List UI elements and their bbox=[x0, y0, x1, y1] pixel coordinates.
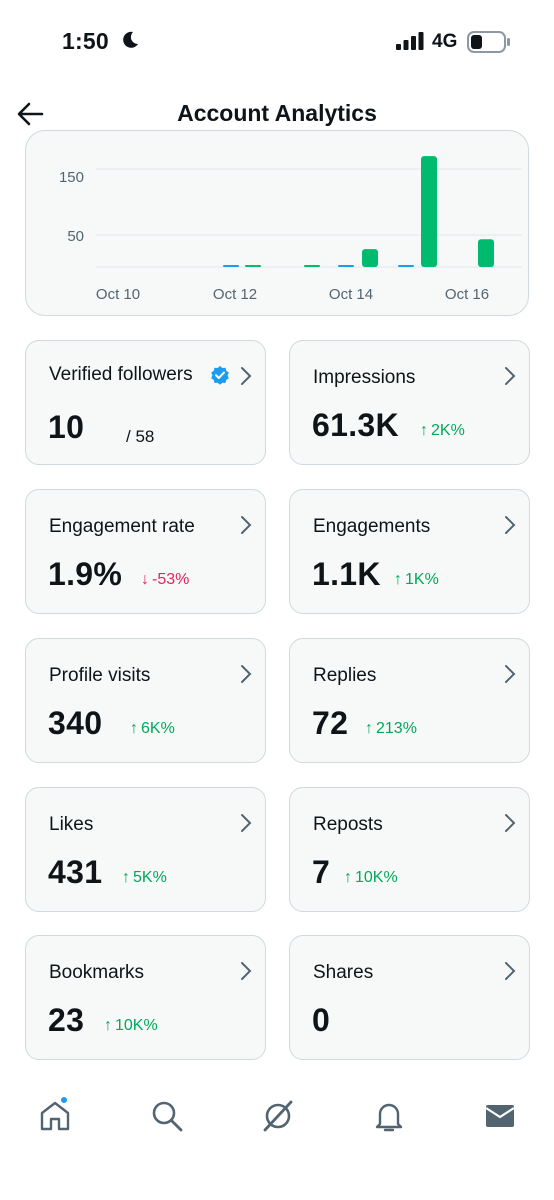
engagements-value: 1.1K bbox=[312, 556, 381, 592]
profile-visits-change: ↑ 6K% bbox=[130, 720, 175, 738]
engagement-rate-value: 1.9% bbox=[48, 556, 123, 592]
chart-bar bbox=[304, 265, 320, 267]
verified-followers-total: / 58 bbox=[126, 427, 155, 446]
impressions-label: Impressions bbox=[313, 367, 416, 388]
impressions-value: 61.3K bbox=[312, 407, 399, 443]
chart-bar bbox=[245, 265, 261, 267]
arrow-up-icon: ↑ bbox=[420, 422, 428, 439]
chevron-right-icon bbox=[505, 962, 516, 980]
chevron-right-icon bbox=[241, 665, 252, 683]
x-tick-oct-14: Oct 14 bbox=[329, 286, 373, 303]
y-tick-50: 50 bbox=[67, 228, 84, 245]
shares-label: Shares bbox=[313, 962, 374, 983]
battery-icon bbox=[467, 31, 510, 53]
chart-bar bbox=[478, 239, 494, 267]
bar-chart: 150 50 Oct 10 Oct 12 Oct 14 Oct 16 bbox=[59, 156, 522, 303]
home-notification-dot bbox=[59, 1095, 69, 1105]
profile-visits-card[interactable]: Profile visits 340 ↑ 6K% bbox=[25, 638, 266, 763]
notifications-icon[interactable] bbox=[372, 1099, 406, 1133]
bottom-nav bbox=[0, 1085, 554, 1155]
chevron-right-icon bbox=[241, 814, 252, 832]
bookmarks-card[interactable]: Bookmarks 23 ↑ 10K% bbox=[25, 935, 266, 1060]
arrow-up-icon: ↑ bbox=[394, 571, 402, 588]
chevron-right-icon bbox=[241, 962, 252, 980]
x-tick-oct-12: Oct 12 bbox=[213, 286, 257, 303]
moon-icon bbox=[123, 31, 138, 48]
home-icon[interactable] bbox=[38, 1099, 72, 1133]
chart-bar bbox=[421, 156, 437, 267]
reposts-label: Reposts bbox=[313, 814, 383, 835]
replies-change: ↑ 213% bbox=[365, 720, 417, 738]
reposts-value: 7 bbox=[312, 854, 331, 890]
verified-followers-card[interactable]: Verified followers 10 / 58 bbox=[25, 340, 266, 465]
replies-label: Replies bbox=[313, 665, 377, 686]
messages-icon[interactable] bbox=[483, 1099, 517, 1133]
replies-change-value: 213% bbox=[376, 720, 417, 737]
engagement-rate-label: Engagement rate bbox=[49, 516, 195, 537]
back-arrow-icon[interactable] bbox=[14, 98, 46, 130]
profile-visits-change-value: 6K% bbox=[141, 720, 175, 737]
engagements-change-value: 1K% bbox=[405, 571, 439, 588]
reposts-change: ↑ 10K% bbox=[344, 869, 398, 887]
chart-bar bbox=[338, 265, 354, 267]
engagement-rate-change: ↓ -53% bbox=[141, 571, 189, 589]
arrow-up-icon: ↑ bbox=[130, 720, 138, 737]
impressions-change-value: 2K% bbox=[431, 422, 465, 439]
chevron-right-icon bbox=[505, 516, 516, 534]
network-type: 4G bbox=[432, 31, 458, 52]
chevron-right-icon bbox=[241, 516, 252, 534]
bookmarks-value: 23 bbox=[48, 1002, 85, 1038]
arrow-up-icon: ↑ bbox=[344, 869, 352, 886]
replies-card[interactable]: Replies 72 ↑ 213% bbox=[289, 638, 530, 763]
likes-change: ↑ 5K% bbox=[122, 869, 167, 887]
signal-icon bbox=[396, 32, 424, 50]
arrow-up-icon: ↑ bbox=[122, 869, 130, 886]
chevron-right-icon bbox=[241, 367, 252, 385]
engagements-change: ↑ 1K% bbox=[394, 571, 439, 589]
shares-value: 0 bbox=[312, 1002, 331, 1038]
engagements-card[interactable]: Engagements 1.1K ↑ 1K% bbox=[289, 489, 530, 614]
likes-card[interactable]: Likes 431 ↑ 5K% bbox=[25, 787, 266, 912]
verified-followers-label: Verified followers bbox=[49, 364, 193, 385]
shares-card[interactable]: Shares 0 bbox=[289, 935, 530, 1060]
bars-group bbox=[223, 156, 494, 267]
chevron-right-icon bbox=[505, 367, 516, 385]
likes-value: 431 bbox=[48, 854, 103, 890]
profile-visits-label: Profile visits bbox=[49, 665, 151, 686]
chart-bar bbox=[223, 265, 239, 267]
status-time: 1:50 bbox=[62, 28, 109, 54]
likes-change-value: 5K% bbox=[133, 869, 167, 886]
impressions-change: ↑ 2K% bbox=[420, 422, 465, 440]
engagement-rate-card[interactable]: Engagement rate 1.9% ↓ -53% bbox=[25, 489, 266, 614]
chart-bar bbox=[398, 265, 414, 267]
x-tick-oct-16: Oct 16 bbox=[445, 286, 489, 303]
verified-followers-value: 10 bbox=[48, 409, 85, 445]
y-tick-150: 150 bbox=[59, 169, 84, 186]
verified-badge-icon bbox=[211, 366, 229, 385]
chevron-right-icon bbox=[505, 814, 516, 832]
arrow-down-icon: ↓ bbox=[141, 571, 149, 588]
page-title: Account Analytics bbox=[177, 100, 377, 126]
replies-value: 72 bbox=[312, 705, 349, 741]
profile-visits-value: 340 bbox=[48, 705, 103, 741]
search-icon[interactable] bbox=[150, 1099, 184, 1133]
likes-label: Likes bbox=[49, 814, 94, 835]
reposts-card[interactable]: Reposts 7 ↑ 10K% bbox=[289, 787, 530, 912]
engagements-label: Engagements bbox=[313, 516, 431, 537]
arrow-up-icon: ↑ bbox=[365, 720, 373, 737]
header: Account Analytics bbox=[0, 84, 554, 146]
x-tick-oct-10: Oct 10 bbox=[96, 286, 140, 303]
bookmarks-label: Bookmarks bbox=[49, 962, 145, 983]
engagement-rate-change-value: -53% bbox=[152, 571, 190, 588]
impressions-chart-card[interactable]: 150 50 Oct 10 Oct 12 Oct 14 Oct 16 bbox=[25, 130, 529, 316]
reposts-change-value: 10K% bbox=[355, 869, 398, 886]
impressions-card[interactable]: Impressions 61.3K ↑ 2K% bbox=[289, 340, 530, 465]
chevron-right-icon bbox=[505, 665, 516, 683]
grok-icon[interactable] bbox=[261, 1099, 295, 1133]
chart-bar bbox=[362, 249, 378, 267]
arrow-up-icon: ↑ bbox=[104, 1017, 112, 1034]
bookmarks-change-value: 10K% bbox=[115, 1017, 158, 1034]
status-bar: 1:50 4G bbox=[0, 0, 554, 84]
bookmarks-change: ↑ 10K% bbox=[104, 1017, 158, 1035]
